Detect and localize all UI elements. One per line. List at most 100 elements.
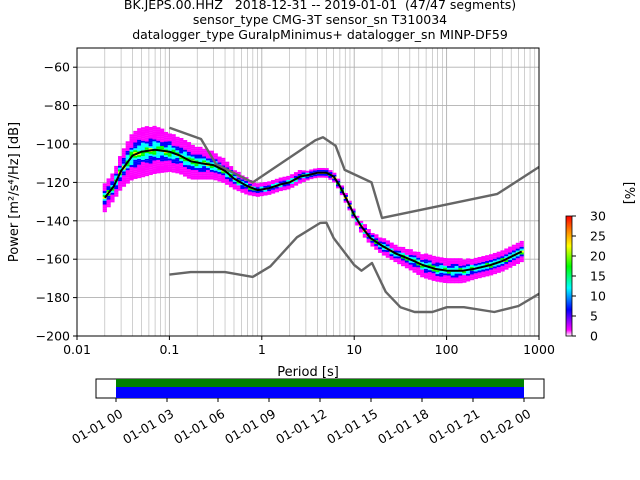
psd-cell [163, 131, 169, 134]
psd-cell [309, 177, 314, 180]
psd-cell [450, 273, 455, 276]
psd-cell [144, 170, 149, 173]
psd-cell [152, 145, 157, 148]
psd-cell [121, 154, 127, 157]
psd-cell [408, 256, 413, 259]
psd-cell [133, 171, 138, 174]
psd-cell [217, 173, 222, 176]
psd-cell [171, 134, 176, 137]
psd-cell [133, 146, 138, 149]
psd-cell [125, 173, 130, 176]
psd-cell [152, 152, 157, 155]
psd-cell [324, 173, 329, 176]
psd-cell [358, 228, 364, 231]
psd-cell [225, 165, 230, 168]
psd-cell [213, 176, 218, 179]
psd-cell [519, 260, 524, 263]
psd-cell [160, 167, 165, 170]
psd-cell [152, 158, 157, 161]
colorbar-tick-label: 10 [590, 289, 606, 304]
psd-cell [194, 146, 199, 149]
psd-cell [221, 159, 226, 162]
psd-cell [121, 150, 127, 153]
psd-cell [129, 176, 134, 179]
psd-cell [286, 175, 291, 178]
psd-cell [473, 263, 478, 266]
psd-cell [305, 178, 310, 181]
psd-cell [133, 163, 138, 166]
x-tick-label: 1 [258, 342, 266, 357]
psd-cell [163, 143, 169, 146]
psd-cell [133, 136, 138, 139]
psd-cell [427, 277, 433, 280]
psd-cell [271, 183, 276, 186]
psd-cell [477, 272, 482, 275]
psd-cell [202, 160, 207, 163]
psd-cell [236, 189, 241, 192]
psd-cell [297, 170, 302, 173]
psd-cell [401, 260, 406, 263]
low-noise-model-line [169, 221, 539, 314]
psd-cell [519, 248, 524, 251]
psd-cell [125, 164, 130, 167]
psd-cell [439, 278, 444, 281]
psd-cell [240, 185, 245, 188]
psd-cell [194, 166, 199, 169]
psd-cell [167, 141, 172, 144]
colorbar [565, 215, 573, 337]
psd-cell [362, 226, 367, 229]
psd-cell [462, 259, 467, 262]
psd-cell [378, 249, 383, 252]
y-tick-label: −80 [44, 98, 70, 113]
psd-cell [423, 266, 429, 269]
psd-cell [271, 187, 276, 190]
psd-cell [133, 159, 138, 162]
psd-cell [156, 152, 161, 155]
psd-cell [282, 176, 287, 179]
psd-cell [186, 161, 192, 164]
psd-cell [251, 190, 257, 193]
psd-cell [232, 174, 237, 177]
psd-cell [129, 168, 134, 171]
psd-cell [163, 137, 169, 140]
psd-cell [156, 171, 161, 174]
psd-cell [228, 177, 234, 180]
psd-cell [221, 161, 226, 164]
psd-cell [473, 271, 478, 274]
psd-cell [446, 265, 452, 268]
psd-cell [102, 187, 107, 190]
psd-cell [129, 138, 134, 141]
psd-cell [217, 179, 222, 182]
psd-cell [485, 272, 490, 275]
psd-cell [186, 155, 192, 158]
psd-cell [274, 178, 280, 181]
psd-cell [343, 193, 348, 196]
psd-cell [148, 153, 153, 156]
psd-cell [462, 271, 467, 274]
psd-cell [274, 180, 280, 183]
psd-cell [148, 161, 153, 164]
psd-cell [374, 247, 379, 250]
psd-cell [160, 163, 165, 166]
psd-cell [202, 171, 207, 174]
psd-cell [462, 280, 467, 283]
psd-cell [225, 178, 230, 181]
psd-cell [183, 149, 188, 152]
psd-cell [431, 276, 436, 279]
psd-cell [209, 167, 215, 170]
psd-cell [144, 166, 149, 169]
psd-cell [225, 177, 230, 180]
psd-cell [477, 260, 482, 263]
psd-cell [259, 184, 264, 187]
psd-cell [423, 270, 429, 273]
psd-cell [232, 181, 237, 184]
psd-cell [454, 267, 459, 270]
psd-cell [171, 145, 176, 148]
psd-cell [508, 250, 513, 253]
psd-cell [454, 279, 459, 282]
psd-cell [469, 274, 475, 277]
psd-cell [102, 208, 107, 211]
psd-cell [393, 254, 398, 257]
psd-cell [228, 179, 234, 182]
psd-cell [106, 193, 111, 196]
